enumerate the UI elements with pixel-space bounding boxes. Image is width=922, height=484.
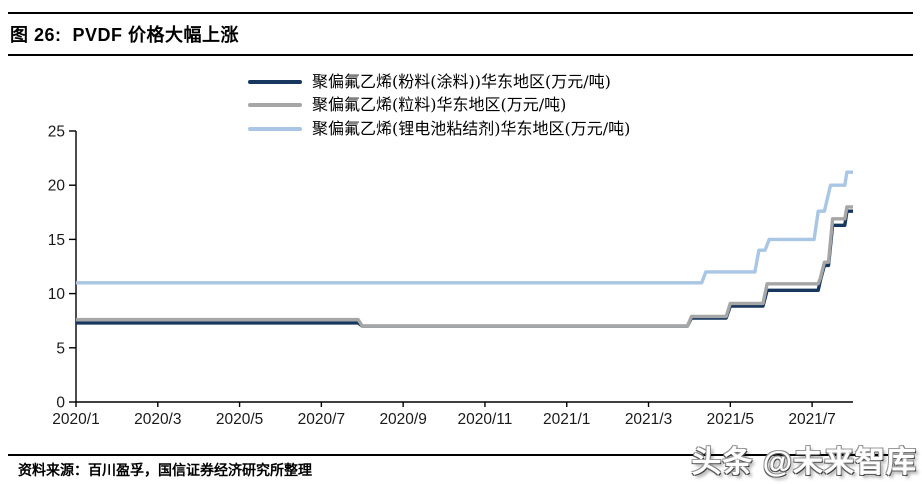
legend-swatch-powder-coating xyxy=(248,79,302,84)
legend-item-powder-coating: 聚偏氟乙烯(粉料(涂料))华东地区(万元/吨) xyxy=(248,70,630,94)
svg-text:2020/1: 2020/1 xyxy=(52,411,99,428)
svg-text:10: 10 xyxy=(48,286,66,303)
svg-text:5: 5 xyxy=(56,340,65,357)
svg-text:2021/7: 2021/7 xyxy=(788,411,835,428)
svg-text:25: 25 xyxy=(48,124,65,141)
footer-divider xyxy=(8,454,913,456)
chart-legend: 聚偏氟乙烯(粉料(涂料))华东地区(万元/吨) 聚偏氟乙烯(粒料)华东地区(万元… xyxy=(248,70,630,141)
legend-label-battery-binder: 聚偏氟乙烯(锂电池粘结剂)华东地区(万元/吨) xyxy=(312,118,631,138)
legend-swatch-granular xyxy=(248,103,302,108)
watermark: 头条 @未来智库 xyxy=(691,446,917,479)
svg-text:20: 20 xyxy=(48,178,66,195)
legend-swatch-battery-binder xyxy=(248,126,302,131)
legend-label-powder-coating: 聚偏氟乙烯(粉料(涂料))华东地区(万元/吨) xyxy=(312,71,611,91)
header-divider xyxy=(8,54,913,56)
svg-text:2020/5: 2020/5 xyxy=(216,411,263,428)
top-divider xyxy=(8,12,913,14)
svg-text:2020/11: 2020/11 xyxy=(458,411,513,428)
svg-text:2020/9: 2020/9 xyxy=(379,411,426,428)
svg-text:0: 0 xyxy=(56,395,65,412)
svg-text:2021/3: 2021/3 xyxy=(625,411,672,428)
svg-text:2020/7: 2020/7 xyxy=(298,411,345,428)
svg-text:2021/5: 2021/5 xyxy=(707,411,754,428)
svg-text:2021/1: 2021/1 xyxy=(543,411,590,428)
svg-text:15: 15 xyxy=(48,232,65,249)
legend-item-battery-binder: 聚偏氟乙烯(锂电池粘结剂)华东地区(万元/吨) xyxy=(248,117,630,141)
figure-title: 图 26: PVDF 价格大幅上涨 xyxy=(10,25,240,45)
source-note: 资料来源：百川盈孚，国信证券经济研究所整理 xyxy=(18,463,312,479)
legend-label-granular: 聚偏氟乙烯(粒料)华东地区(万元/吨) xyxy=(312,95,567,115)
svg-text:2020/3: 2020/3 xyxy=(134,411,181,428)
legend-item-granular: 聚偏氟乙烯(粒料)华东地区(万元/吨) xyxy=(248,94,630,118)
